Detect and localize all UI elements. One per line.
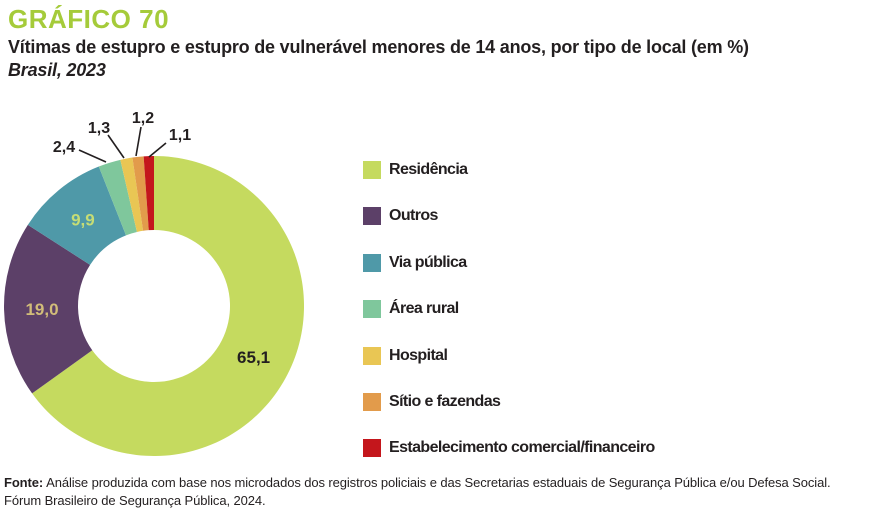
slice-value-label: 19,0	[25, 300, 58, 319]
legend-item: Área rural	[363, 300, 655, 319]
legend-item: Outros	[363, 207, 655, 226]
donut-slice-4	[98, 159, 137, 236]
figure-subtitle: Brasil, 2023	[8, 60, 106, 80]
source-text-line2: Fórum Brasileiro de Segurança Pública, 2…	[4, 492, 266, 508]
legend-swatch	[363, 392, 381, 411]
slice-value-label: 1,1	[169, 127, 191, 144]
slice-value-label: 1,2	[132, 110, 154, 127]
source-note: Fonte: Análise produzida com base nos mic…	[4, 474, 884, 509]
callout-line	[107, 134, 125, 159]
legend-swatch	[363, 207, 381, 226]
legend-item: Estabelecimento comercial/financeiro	[363, 439, 655, 458]
legend-label: Residência	[389, 161, 468, 178]
legend-swatch	[363, 300, 381, 319]
donut-slice-2	[4, 224, 93, 394]
legend-label: Outros	[389, 207, 438, 225]
donut-slice-3	[27, 166, 127, 265]
donut-slice-7	[143, 156, 154, 231]
callout-line	[148, 142, 167, 158]
legend-item: Sítio e fazendas	[363, 392, 655, 411]
legend-label: Hospital	[389, 346, 448, 364]
figure-number: GRÁFICO 70	[8, 4, 170, 34]
legend-label: Área rural	[389, 300, 459, 318]
legend-item: Residência	[363, 161, 655, 179]
legend-label: Estabelecimento comercial/financeiro	[389, 439, 655, 457]
legend-swatch	[363, 253, 381, 272]
donut-slice-6	[132, 156, 149, 231]
callout-line	[135, 126, 142, 157]
donut-slice-5	[120, 157, 144, 232]
callout-line	[78, 149, 107, 163]
source-text-line1: Análise produzida com base nos microdado…	[46, 475, 831, 490]
slice-value-label: 9,9	[71, 211, 95, 230]
figure-title: Vítimas de estupro e estupro de vulneráv…	[8, 37, 749, 57]
source-label: Fonte:	[4, 475, 44, 490]
figure-header: GRÁFICO 70 Vítimas de estupro e estupro …	[8, 2, 880, 81]
legend-swatch	[363, 439, 381, 458]
legend-swatch	[363, 346, 381, 365]
slice-value-label: 65,1	[237, 348, 270, 367]
legend: Residência Outros Via pública Área rural Hos…	[363, 161, 655, 486]
legend-item: Via pública	[363, 253, 655, 272]
donut-chart: 65,1 19,0 9,9 2,4 1,3 1,2 1,1	[4, 110, 305, 457]
legend-swatch	[363, 161, 381, 179]
slice-value-label: 2,4	[53, 139, 75, 156]
donut-slice-1	[32, 156, 305, 457]
legend-label: Via pública	[389, 253, 467, 271]
legend-label: Sítio e fazendas	[389, 392, 501, 410]
slice-value-label: 1,3	[88, 120, 110, 137]
legend-item: Hospital	[363, 346, 655, 365]
